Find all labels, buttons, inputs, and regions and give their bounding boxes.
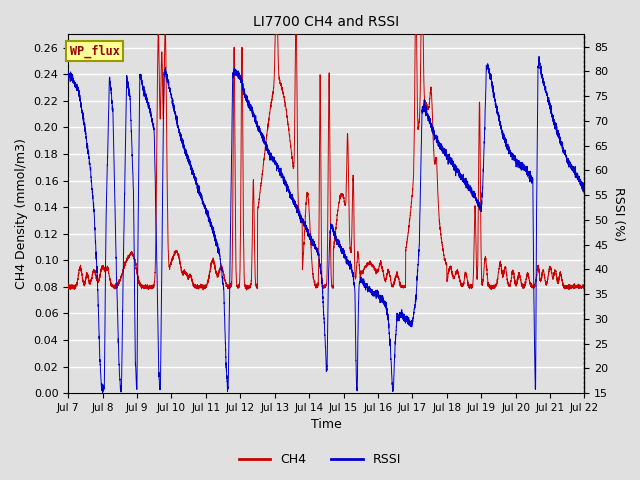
Title: LI7700 CH4 and RSSI: LI7700 CH4 and RSSI (253, 15, 399, 29)
Legend: CH4, RSSI: CH4, RSSI (234, 448, 406, 471)
X-axis label: Time: Time (311, 419, 342, 432)
Y-axis label: CH4 Density (mmol/m3): CH4 Density (mmol/m3) (15, 138, 28, 289)
Text: WP_flux: WP_flux (70, 44, 120, 58)
Y-axis label: RSSI (%): RSSI (%) (612, 187, 625, 241)
